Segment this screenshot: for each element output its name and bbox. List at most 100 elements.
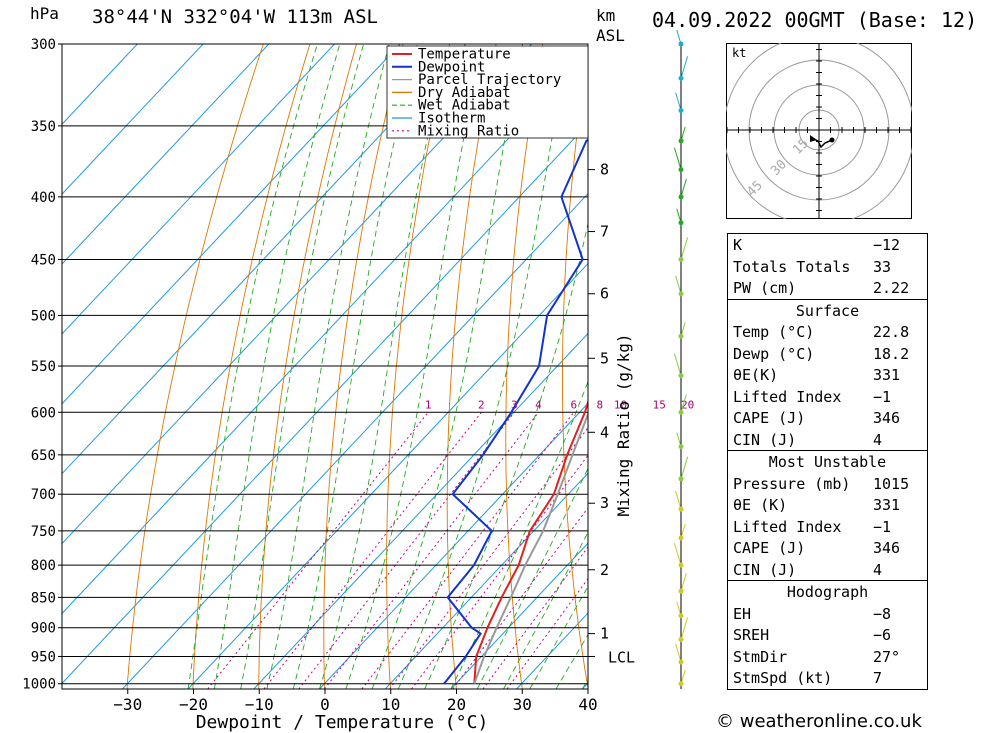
index-label: CIN (J) (733, 431, 796, 449)
index-row: CIN (J) 4 (728, 429, 927, 451)
surface-title: Surface (728, 300, 927, 322)
mixing-ratio-line (208, 412, 428, 689)
index-label: EH (733, 605, 751, 623)
mixing-ratio-line (483, 412, 688, 689)
mixing-ratio-label: 15 (653, 398, 666, 411)
index-value: −12 (873, 236, 900, 254)
wind-barb (681, 179, 686, 197)
index-label: Pressure (mb) (733, 475, 850, 493)
altitude-tick-label: 7 (600, 223, 609, 241)
indices-panel: K −12 Totals Totals 33 PW (cm) 2.22 Surface T… (727, 233, 928, 690)
index-row: Pressure (mb) 1015 (728, 473, 927, 495)
altitude-tick-label: 5 (600, 349, 609, 367)
wind-barb (681, 457, 688, 479)
lcl-label: LCL (608, 648, 635, 666)
index-value: 4 (873, 561, 882, 579)
index-value: −1 (873, 388, 891, 406)
index-label: K (733, 236, 742, 254)
index-label: θE (K) (733, 496, 787, 514)
temperature-tick-label: −30 (113, 695, 142, 714)
index-value: 331 (873, 496, 900, 514)
pressure-tick-label: 650 (31, 448, 56, 464)
wind-barb (674, 354, 681, 376)
index-label: StmSpd (kt) (733, 669, 832, 687)
wind-barb (677, 209, 681, 223)
index-value: 4 (873, 431, 882, 449)
mixing-ratio-label: 2 (478, 398, 485, 411)
wind-barb (676, 491, 681, 509)
index-label: Totals Totals (733, 258, 850, 276)
index-value: 22.8 (873, 323, 909, 341)
mixing-ratio-label: 3 (511, 398, 518, 411)
pressure-tick-label: 550 (31, 359, 56, 375)
index-value: −8 (873, 605, 891, 623)
index-row: EH −8 (728, 603, 927, 625)
index-label: SREH (733, 626, 769, 644)
index-row: Dewp (°C) 18.2 (728, 343, 927, 365)
index-value: 331 (873, 366, 900, 384)
pressure-tick-label: 750 (31, 524, 56, 540)
hodograph-endpoint (830, 138, 835, 143)
index-row: Totals Totals 33 (728, 256, 927, 278)
index-label: Lifted Index (733, 388, 841, 406)
wind-barb (681, 322, 685, 336)
index-value: 18.2 (873, 345, 909, 363)
index-label: Dewp (°C) (733, 345, 814, 363)
index-label: CIN (J) (733, 561, 796, 579)
index-row: Temp (°C) 22.8 (728, 321, 927, 343)
mixing-ratio-label: 6 (571, 398, 578, 411)
mixing-ratio-line (264, 412, 481, 689)
index-value: 346 (873, 539, 900, 557)
index-label: CAPE (J) (733, 409, 805, 427)
mixing-ratio-line (507, 412, 700, 689)
index-row: CAPE (J) 346 (728, 407, 927, 429)
wind-barb (681, 127, 685, 141)
skewt-chart: 3003504004505005506006507007508008509009… (0, 0, 700, 733)
index-row: Lifted Index −1 (728, 386, 927, 408)
wind-barb (674, 543, 681, 565)
wind-barb (676, 644, 681, 662)
pressure-tick-label: 850 (31, 590, 56, 606)
wind-barb (681, 670, 685, 684)
index-label: CAPE (J) (733, 539, 805, 557)
wind-barb (677, 30, 681, 44)
temperature-trace (474, 44, 665, 684)
mixing-ratio-label: 8 (596, 398, 603, 411)
mixing-ratio-line (324, 412, 538, 689)
index-row: StmDir 27° (728, 646, 927, 668)
most-unstable-title: Most Unstable (728, 451, 927, 473)
index-value: 2.22 (873, 279, 909, 297)
altitude-tick-label: 8 (600, 161, 609, 179)
index-value: 27° (873, 648, 900, 666)
pressure-tick-label: 600 (31, 405, 56, 421)
index-row: K −12 (728, 234, 927, 256)
index-row: SREH −6 (728, 624, 927, 646)
pressure-tick-label: 800 (31, 558, 56, 574)
altitude-tick-label: 6 (600, 285, 609, 303)
index-row: StmSpd (kt) 7 (728, 667, 927, 689)
altitude-tick-label: 3 (600, 494, 609, 512)
index-value: 1015 (873, 475, 909, 493)
wind-barb (681, 573, 686, 591)
index-label: θE(K) (733, 366, 778, 384)
mixing-ratio-label: 4 (535, 398, 542, 411)
index-value: 33 (873, 258, 891, 276)
index-row: PW (cm) 2.22 (728, 277, 927, 299)
wind-barb (677, 602, 681, 616)
legend-label: Mixing Ratio (418, 123, 519, 139)
index-value: −6 (873, 626, 891, 644)
index-label: PW (cm) (733, 279, 796, 297)
wind-barb (676, 93, 681, 111)
wind-barb (681, 56, 688, 78)
altitude-tick-label: 1 (600, 625, 609, 643)
index-label: StmDir (733, 648, 787, 666)
index-value: 346 (873, 409, 900, 427)
altitude-tick-label: 2 (600, 561, 609, 579)
hodograph-params-title: Hodograph (728, 581, 927, 603)
pressure-tick-label: 500 (31, 308, 56, 324)
index-row: θE (K) 331 (728, 494, 927, 516)
altitude-tick-label: 4 (600, 423, 609, 441)
mixing-ratio-axis-label: Mixing Ratio (g/kg) (614, 333, 633, 516)
x-axis-label: Dewpoint / Temperature (°C) (196, 712, 489, 733)
pressure-tick-label: 450 (31, 252, 56, 268)
